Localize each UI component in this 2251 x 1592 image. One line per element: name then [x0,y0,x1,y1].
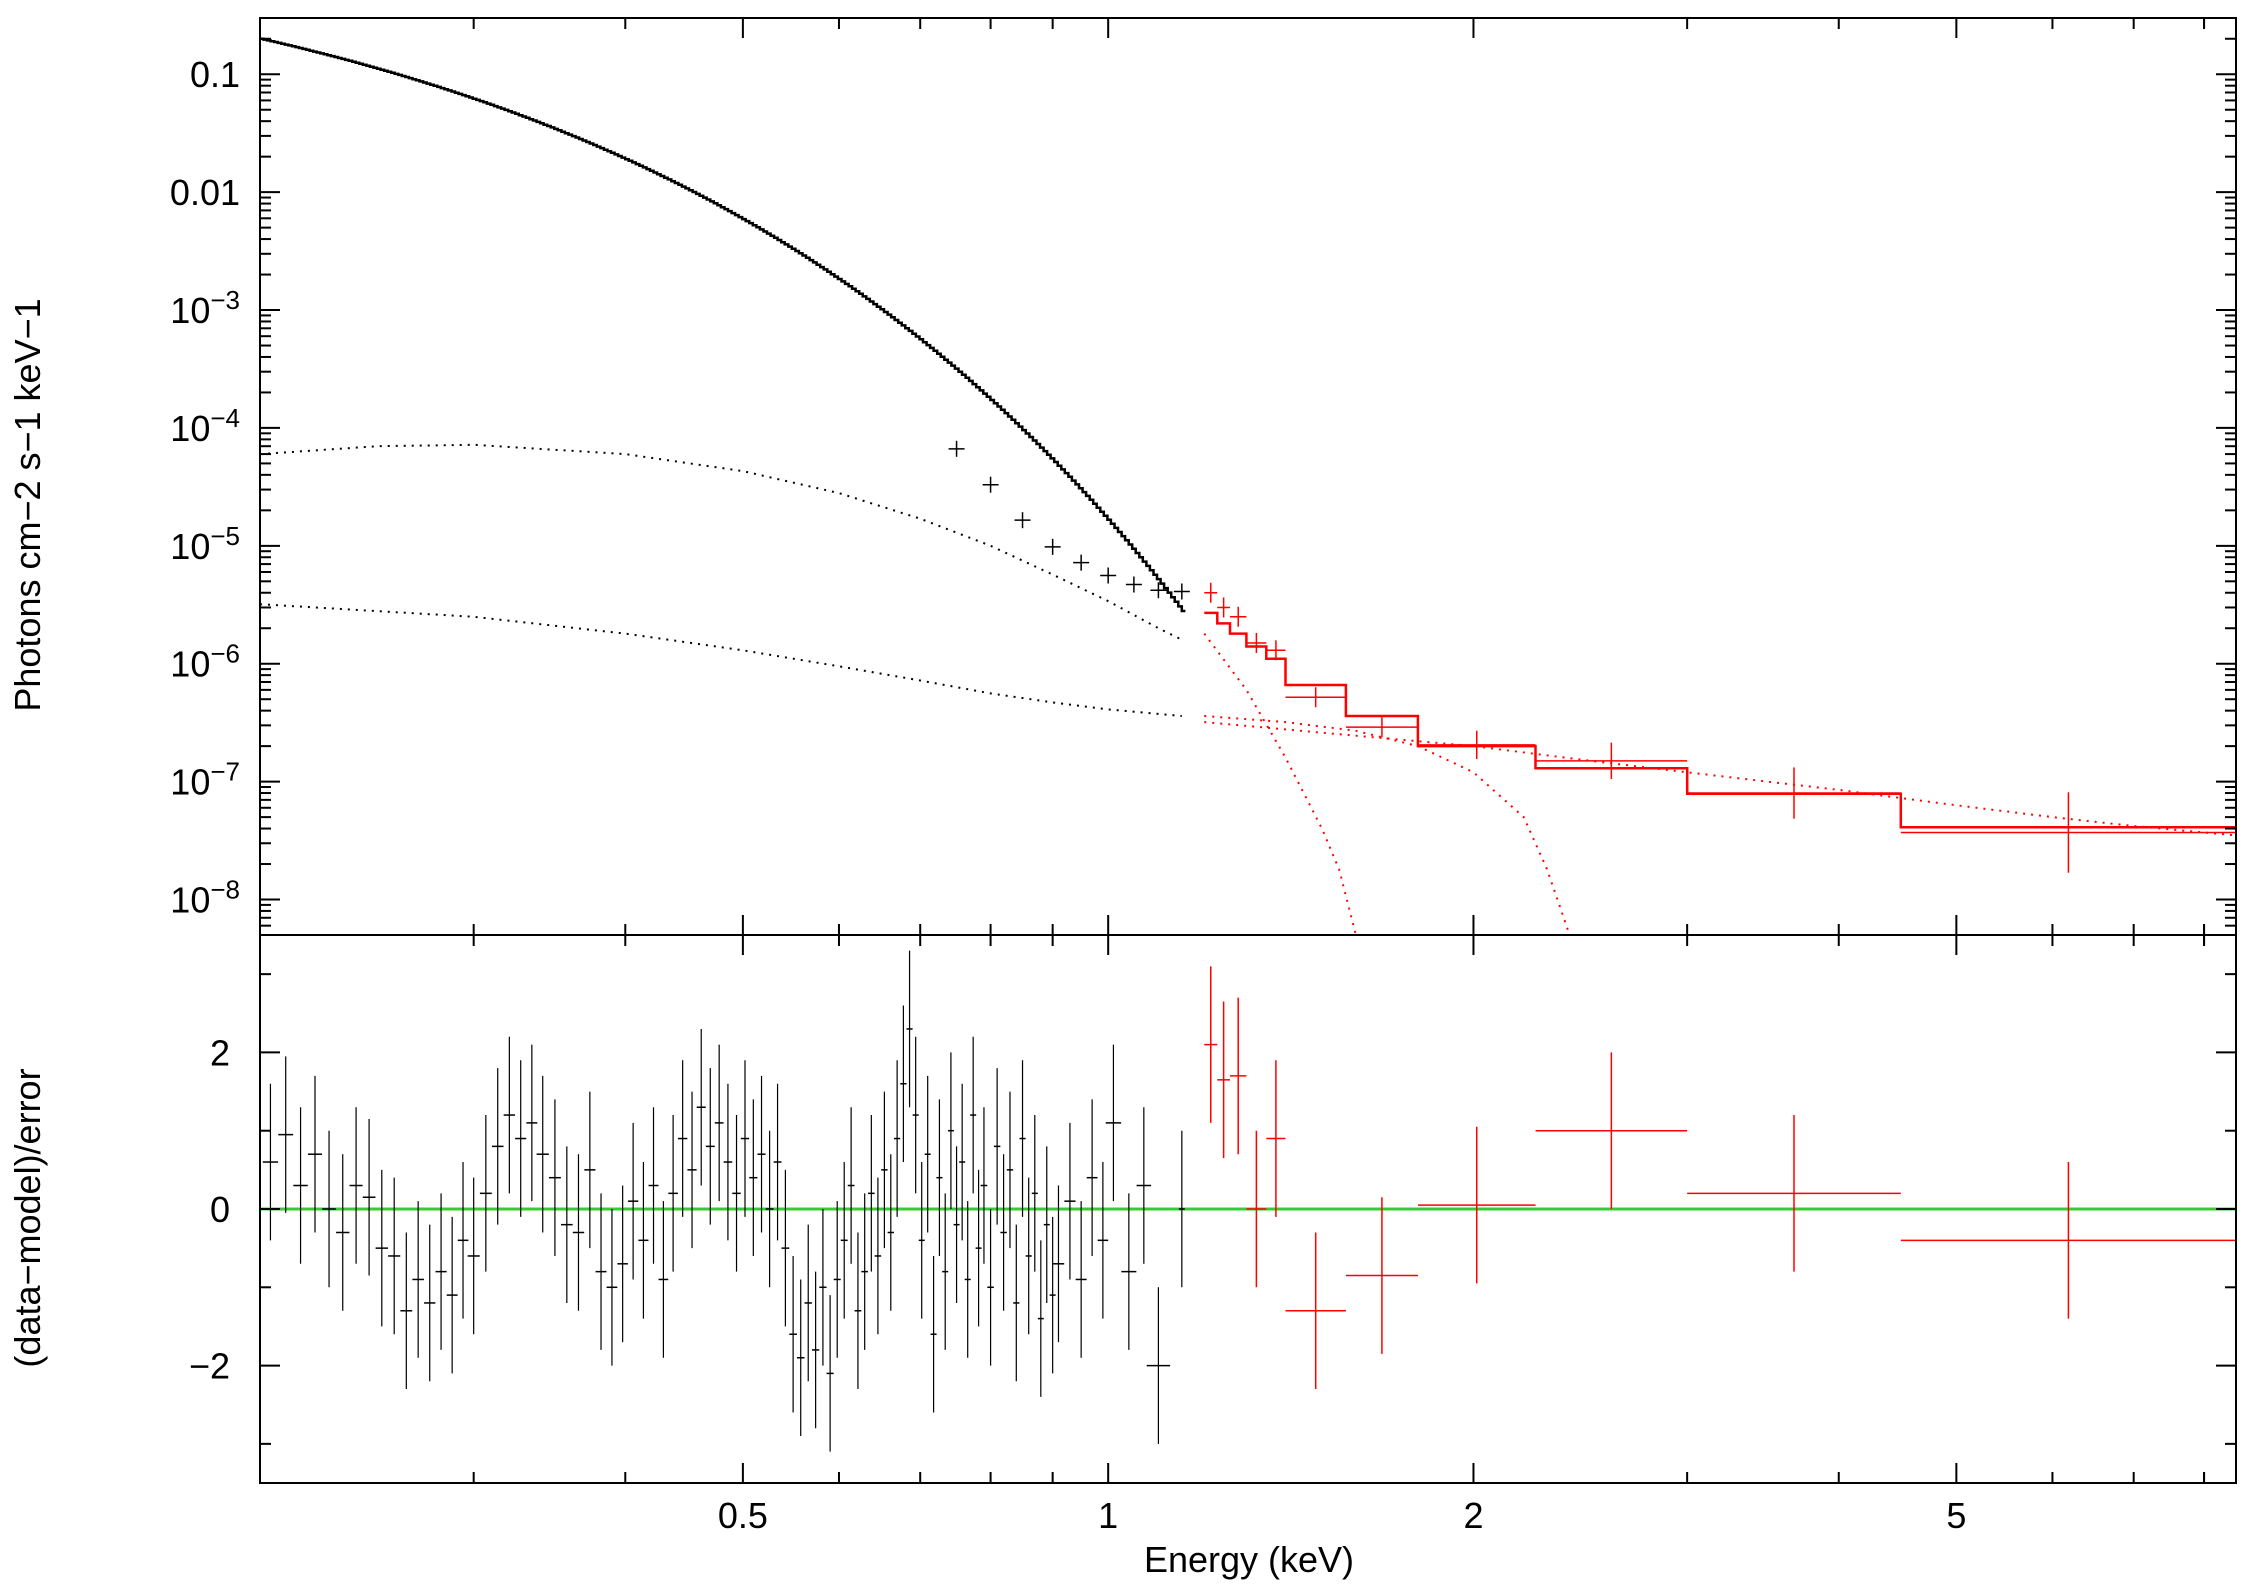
model-component-line [259,443,1183,641]
y-tick-label: 2 [210,1032,230,1073]
y-tick-label: −2 [189,1346,230,1387]
residuals-series [262,950,2236,1452]
residuals-panel: 0.5 1 2 5 2 0 −2 [189,934,2237,1536]
y-tick-label: 0.01 [170,172,240,213]
residuals-ticks: 0.5 1 2 5 2 0 −2 [189,935,2236,1536]
black-model-step-line [260,37,1186,613]
model-component-line [1204,715,1571,936]
model-component-line [1204,721,2237,837]
x-tick-label: 5 [1946,1495,1966,1536]
residuals-y-axis-label: (data−model)/error [7,1068,48,1367]
spectrum-y-axis-label: Photons cm−2 s−1 keV−1 [7,298,48,711]
spectrum-series [260,37,2236,873]
red-model-step-line [1204,611,2236,829]
residuals-plot-frame [259,934,2237,1484]
x-tick-label: 0.5 [718,1495,768,1536]
y-tick-label: 0.1 [190,54,240,95]
y-tick-label: 0 [210,1189,230,1230]
model-component-line [259,603,1182,717]
y-tick-label: 10−4 [170,403,240,449]
model-components [259,443,2237,936]
x-tick-label: 1 [1098,1495,1118,1536]
x-tick-label: 2 [1463,1495,1483,1536]
x-axis-label: Energy (keV) [1144,1539,1354,1580]
